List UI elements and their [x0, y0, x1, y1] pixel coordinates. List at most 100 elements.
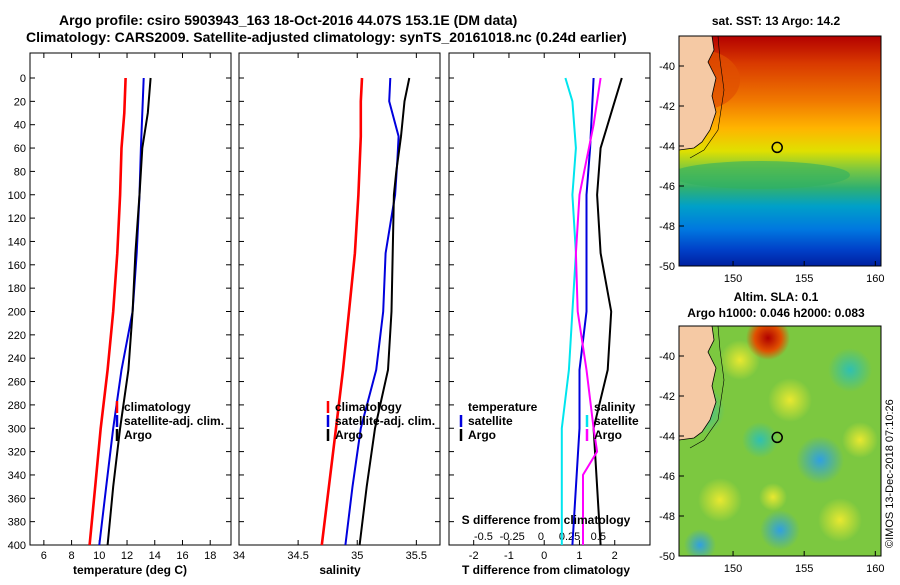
salinity-difference-label: S difference from climatology	[462, 513, 631, 527]
sst-green-band	[679, 161, 850, 189]
x-tick-label: 2	[612, 550, 618, 562]
depth-tick-label: 20	[14, 96, 26, 108]
sst-map-panel: sat. SST: 13 Argo: 14.2 -40 -42 -44 -46 -48 -…	[659, 14, 884, 285]
map-lat-label: -40	[659, 351, 675, 363]
sla-shelf-contour	[689, 326, 725, 449]
depth-tick-label: 140	[8, 236, 26, 248]
series-line-satellite-adj-clim-	[344, 77, 400, 546]
sla-argo-marker	[771, 431, 783, 444]
s-tick-label: 0.5	[591, 531, 606, 543]
x-tick-label: 12	[121, 550, 133, 562]
imos-credit: ©IMOS 13-Dec-2018 07:10:26	[884, 399, 896, 548]
sst-map-title: sat. SST: 13 Argo: 14.2	[712, 14, 841, 28]
depth-tick-label: 380	[8, 517, 26, 529]
series-line-salinity-argo	[574, 77, 602, 545]
sla-tasmania-land	[679, 326, 717, 441]
difference-axes-frame	[448, 52, 651, 546]
salinity-legend-argo: Argo	[335, 428, 363, 442]
map-lat-label: -46	[659, 181, 675, 193]
x-tick-label: 6	[41, 550, 47, 562]
sla-map-title-line2: Argo h1000: 0.046 h2000: 0.083	[687, 306, 865, 320]
depth-tick-label: 100	[8, 190, 26, 202]
x-tick-label: 34	[233, 550, 245, 562]
sst-argo-marker	[771, 141, 783, 154]
map-lon-label: 155	[795, 563, 813, 575]
salinity-legend-satellite: satellite-adj. clim.	[335, 414, 435, 428]
x-tick-label: 34.5	[287, 550, 308, 562]
x-tick-label: 16	[176, 550, 188, 562]
depth-tick-label: 0	[20, 73, 26, 85]
temperature-difference-xlabel: T difference from climatology	[462, 563, 630, 577]
series-line-temperature-argo	[592, 77, 623, 546]
sla-map-frame	[678, 325, 882, 557]
depth-tick-label: 220	[8, 330, 26, 342]
temperature-xlabel: temperature (deg C)	[73, 563, 187, 577]
map-lat-label: -44	[659, 431, 675, 443]
temperature-panel: 0 20 40 60 80 100 120 140 160 180 200 220 240 260 280 3…	[8, 52, 232, 577]
series-line-argo	[358, 77, 411, 546]
depth-tick-label: 120	[8, 213, 26, 225]
depth-tick-label: 400	[8, 540, 26, 552]
depth-tick-label: 320	[8, 447, 26, 459]
x-tick-label: 35	[351, 550, 363, 562]
legend-temperature-argo: Argo	[468, 428, 496, 442]
legend-salinity-argo: Argo	[594, 428, 622, 442]
sla-map-title-line1: Altim. SLA: 0.1	[734, 290, 819, 304]
salinity-axes-frame	[238, 52, 441, 546]
temperature-legend: climatology satellite-adj. clim. Argo	[115, 400, 224, 442]
map-lon-label: 155	[795, 273, 813, 285]
depth-tick-label: 340	[8, 470, 26, 482]
s-tick-label: 0.25	[559, 531, 580, 543]
difference-legend: temperature satellite Argo salinity sate…	[459, 400, 639, 442]
s-tick-label: -0.25	[500, 531, 525, 543]
x-tick-label: 10	[93, 550, 105, 562]
legend-temperature-title: temperature	[468, 400, 538, 414]
depth-tick-label: 180	[8, 283, 26, 295]
map-lat-label: -44	[659, 141, 675, 153]
temperature-legend-climatology: climatology	[124, 400, 191, 414]
map-lon-label: 150	[724, 273, 742, 285]
map-lat-label: -46	[659, 471, 675, 483]
x-tick-label: -1	[504, 550, 514, 562]
temperature-legend-satellite: satellite-adj. clim.	[124, 414, 224, 428]
depth-tick-label: 60	[14, 143, 26, 155]
s-tick-label: -0.5	[474, 531, 493, 543]
depth-tick-label: 360	[8, 493, 26, 505]
x-tick-label: 18	[204, 550, 216, 562]
sst-shelf-contour	[689, 36, 725, 159]
depth-tick-label: 160	[8, 260, 26, 272]
x-tick-label: 35.5	[406, 550, 427, 562]
map-lon-label: 160	[866, 273, 884, 285]
salinity-panel: 34 34.5 35 35.5 climatology satellite-adj. …	[233, 52, 441, 577]
x-tick-label: 0	[541, 550, 547, 562]
depth-tick-label: 80	[14, 166, 26, 178]
sst-map-frame	[678, 35, 882, 267]
map-lat-label: -50	[659, 261, 675, 273]
series-line-argo	[106, 77, 152, 546]
temperature-legend-argo: Argo	[124, 428, 152, 442]
depth-tick-label: 260	[8, 377, 26, 389]
map-lat-label: -48	[659, 221, 675, 233]
series-line-climatology	[320, 77, 364, 546]
difference-panel: -2 -1 0 1 2 -0.5 -0.25 0 0.25 0.5 temperature sat…	[448, 52, 651, 577]
depth-tick-label: 300	[8, 423, 26, 435]
x-tick-label: 14	[149, 550, 161, 562]
x-tick-label: 8	[69, 550, 75, 562]
x-tick-label: -2	[469, 550, 479, 562]
salinity-xlabel: salinity	[319, 563, 361, 577]
series-line-climatology	[88, 77, 127, 546]
depth-tick-label: 200	[8, 307, 26, 319]
figure-title-line2: Climatology: CARS2009. Satellite-adjuste…	[26, 29, 627, 45]
map-lat-label: -42	[659, 101, 675, 113]
sst-tasmania-land	[679, 36, 717, 151]
depth-tick-label: 280	[8, 400, 26, 412]
salinity-legend-climatology: climatology	[335, 400, 402, 414]
map-lat-label: -40	[659, 61, 675, 73]
sla-map-panel: Altim. SLA: 0.1 Argo h1000: 0.046 h2000:…	[659, 290, 884, 575]
s-tick-label: 0	[538, 531, 544, 543]
map-lat-label: -48	[659, 511, 675, 523]
legend-salinity-title: salinity	[594, 400, 636, 414]
temperature-axes-frame	[29, 52, 232, 546]
x-tick-label: 1	[576, 550, 582, 562]
